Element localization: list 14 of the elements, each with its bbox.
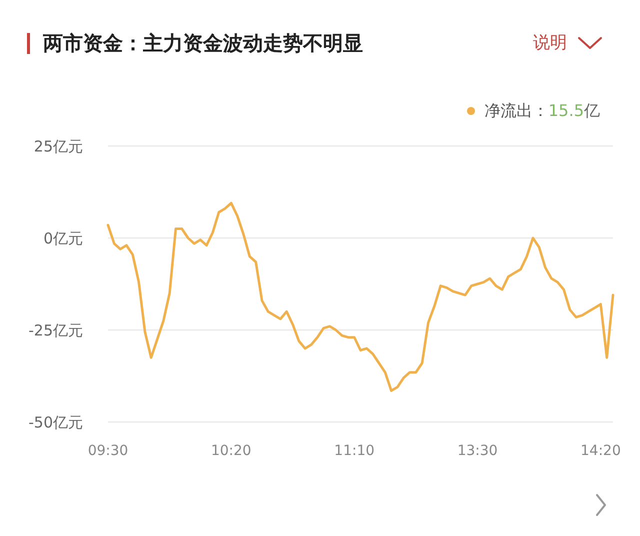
x-tick-label: 14:20	[580, 442, 621, 459]
legend-label: 净流出：	[484, 101, 548, 121]
y-tick-label: 0亿元	[43, 229, 83, 248]
text: 说明	[533, 32, 567, 55]
y-tick-label: 25亿元	[34, 137, 83, 156]
chart-title: 两市资金：主力资金波动走势不明显	[43, 30, 363, 56]
text: 15.5亿	[548, 101, 600, 120]
x-tick-label: 09:30	[88, 442, 128, 459]
x-tick-label: 11:10	[334, 442, 375, 459]
y-tick-label: -50亿元	[28, 413, 83, 432]
x-tick-label: 13:30	[457, 442, 498, 459]
line-series	[106, 202, 614, 392]
x-tick-label: 10:20	[210, 442, 252, 459]
y-tick-label: -25亿元	[28, 321, 83, 340]
